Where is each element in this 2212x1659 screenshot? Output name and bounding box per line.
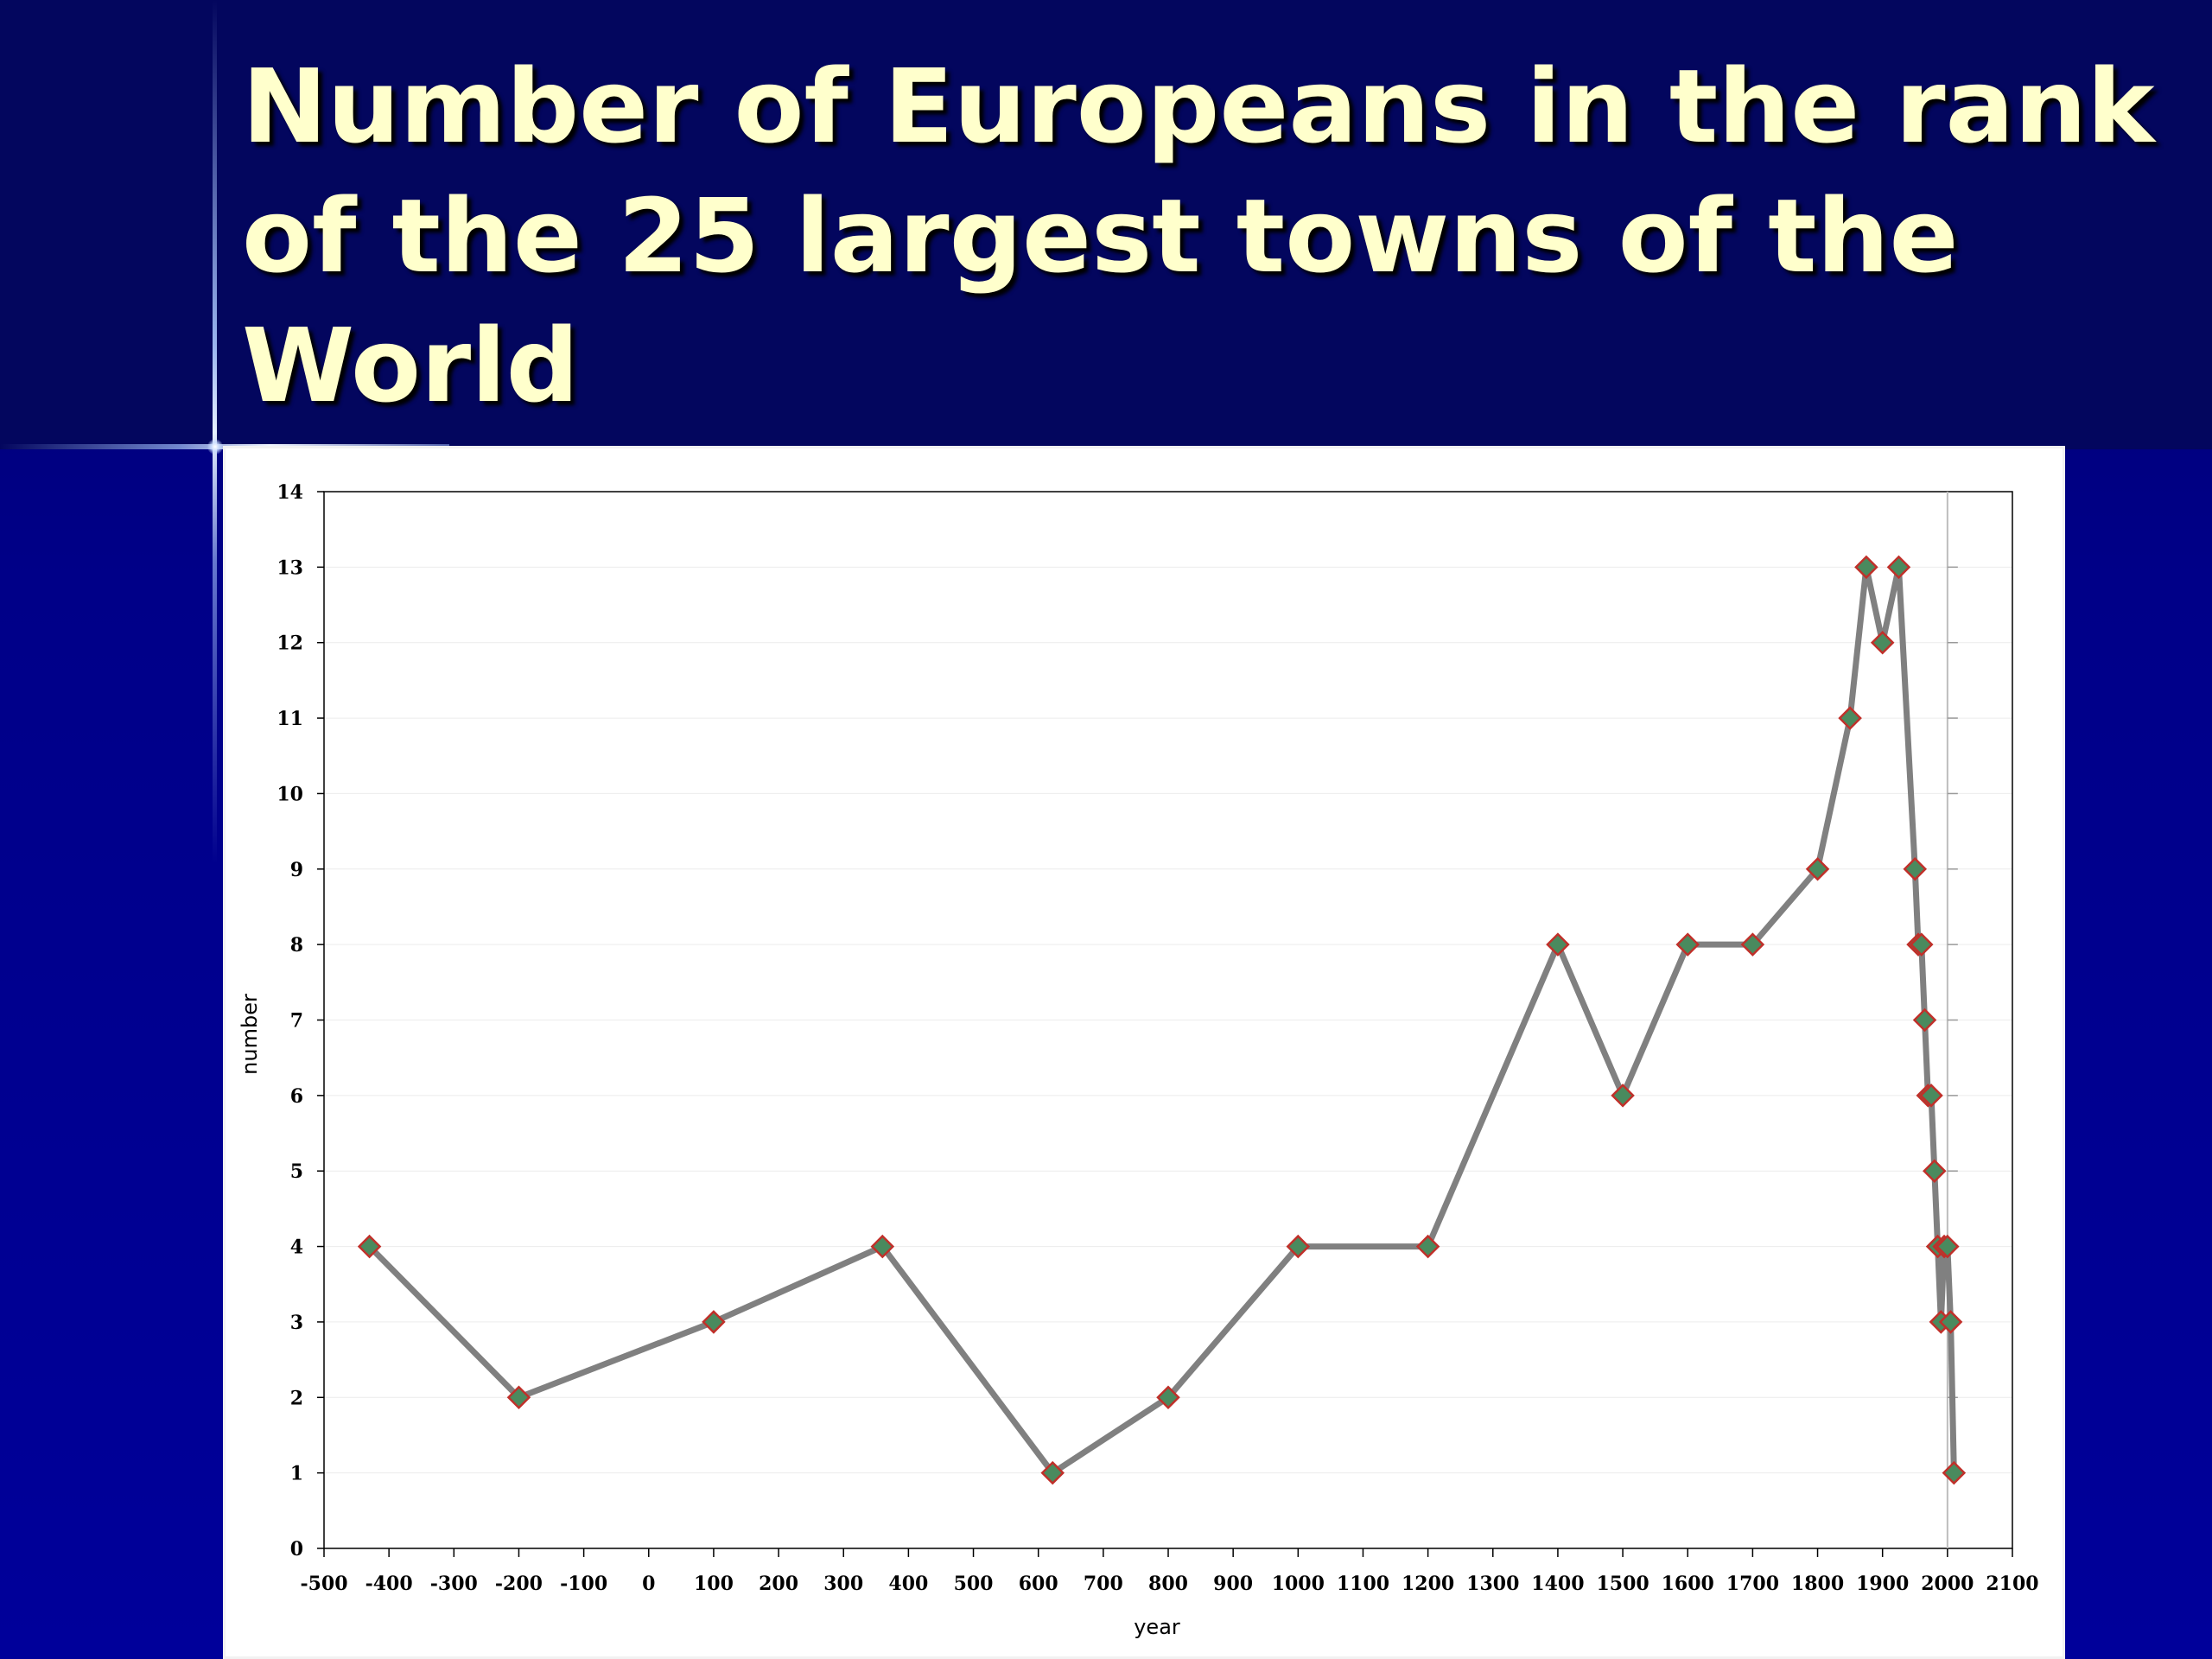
data-point-marker (1040, 1460, 1065, 1485)
x-tick-label: 600 (1019, 1573, 1058, 1595)
data-point-marker (1910, 932, 1934, 957)
y-tick-label: 8 (290, 934, 303, 957)
x-tick-label: -200 (495, 1573, 543, 1595)
data-point-marker (1156, 1385, 1180, 1410)
x-tick-marks (323, 1548, 2013, 1557)
x-tick-label: -300 (430, 1573, 478, 1595)
x-tick-label: 800 (1148, 1573, 1188, 1595)
data-point-marker (1546, 932, 1570, 957)
y-tick-label: 14 (276, 481, 303, 504)
data-point-marker (1611, 1084, 1635, 1108)
title-band (0, 0, 2212, 449)
data-point-marker (1805, 857, 1830, 881)
y-tick-label: 4 (290, 1236, 303, 1259)
chart-frame: 0 1 2 3 4 5 6 7 8 9 10 11 12 13 14 -500 -400 -300 -200 -10… (223, 446, 2065, 1659)
data-point-marker (1286, 1234, 1311, 1259)
x-tick-label: -500 (300, 1573, 347, 1595)
x-tick-label: 1900 (1856, 1573, 1909, 1595)
x-tick-label: 1200 (1402, 1573, 1454, 1595)
x-axis-title-box: year (1134, 1615, 1262, 1655)
x-tick-label: 300 (823, 1573, 863, 1595)
data-point-marker (1903, 857, 1928, 881)
x-tick-label: -400 (365, 1573, 413, 1595)
x-tick-label: 100 (694, 1573, 734, 1595)
data-point-marker (1740, 932, 1765, 957)
y-tick-label: 1 (290, 1463, 303, 1485)
y-tick-label: 2 (290, 1387, 303, 1409)
x-tick-label: 0 (642, 1573, 655, 1595)
x-tick-label: 1800 (1791, 1573, 1844, 1595)
x-tick-label: 900 (1213, 1573, 1253, 1595)
x-tick-label: 2100 (1986, 1573, 2038, 1595)
data-point-marker (1923, 1159, 1947, 1183)
gridlines (324, 566, 2012, 1474)
y-tick-label: 11 (276, 708, 303, 730)
data-point-marker (1854, 555, 1878, 580)
x-tick-label: 700 (1084, 1573, 1123, 1595)
data-point-marker (1919, 1084, 1943, 1108)
x-tick-label: 1700 (1726, 1573, 1779, 1595)
data-point-marker (702, 1310, 726, 1334)
x-tick-label: 1300 (1466, 1573, 1519, 1595)
data-point-marker (1838, 706, 1862, 730)
x-tick-label: 500 (954, 1573, 994, 1595)
data-point-marker (506, 1385, 531, 1410)
x-axis-title: year (1134, 1615, 1180, 1639)
x-tick-label: 200 (759, 1573, 798, 1595)
x-tick-labels: -500 -400 -300 -200 -100 0 100 200 300 400 500 600 7… (300, 1573, 2038, 1595)
y-tick-label: 5 (290, 1160, 303, 1183)
y-tick-label: 0 (290, 1538, 303, 1560)
x-tick-label: 1000 (1272, 1573, 1325, 1595)
decorative-glow-dot (207, 439, 223, 454)
slide-title: Number of Europeans in the rank of the 2… (242, 47, 2155, 425)
data-point-marker (357, 1234, 382, 1259)
x-tick-label: 1500 (1596, 1573, 1649, 1595)
data-point-marker (1870, 630, 1895, 655)
data-markers (357, 555, 1967, 1485)
data-point-marker (1415, 1234, 1440, 1259)
data-point-marker (1936, 1234, 1960, 1259)
y-tick-marks (317, 491, 1958, 1549)
data-point-marker (1942, 1460, 1967, 1485)
x-tick-label: -100 (560, 1573, 607, 1595)
y-tick-label: 13 (276, 556, 303, 579)
series-line (367, 563, 1957, 1477)
y-tick-label: 9 (290, 859, 303, 881)
data-point-marker (1912, 1007, 1937, 1033)
x-tick-label: 1400 (1531, 1573, 1584, 1595)
data-point-marker (1938, 1310, 1963, 1334)
y-tick-label: 12 (276, 632, 303, 655)
y-axis-title: number (238, 994, 262, 1075)
data-point-marker (870, 1234, 895, 1259)
x-tick-label: 400 (888, 1573, 928, 1595)
x-tick-label: 2000 (1921, 1573, 1974, 1595)
x-tick-label: 1100 (1337, 1573, 1389, 1595)
x-tick-label: 1600 (1662, 1573, 1714, 1595)
data-point-marker (1886, 555, 1911, 580)
y-tick-label: 10 (276, 783, 303, 805)
y-tick-label: 7 (290, 1010, 303, 1033)
y-tick-label: 6 (290, 1085, 303, 1108)
y-axis-title-box: number (226, 970, 262, 1098)
decorative-vertical-line (213, 0, 217, 864)
y-tick-label: 3 (290, 1312, 303, 1334)
data-point-marker (1675, 932, 1700, 957)
